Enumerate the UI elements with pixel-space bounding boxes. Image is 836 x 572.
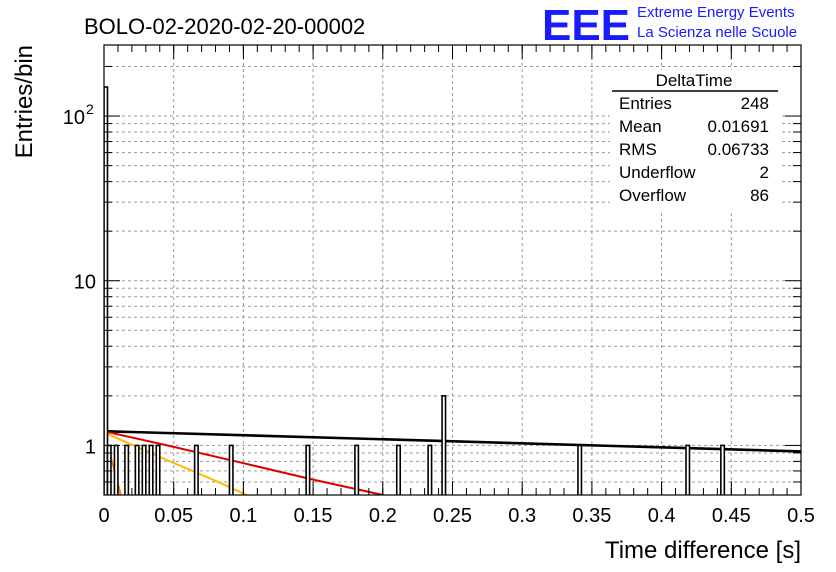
histogram-bar: [577, 444, 583, 495]
fit-curve: [104, 429, 801, 453]
histogram-bar: [134, 444, 140, 495]
histogram-bar: [113, 444, 119, 495]
histogram-bar: [141, 444, 147, 495]
x-tick-labels: 0 0.05 0.1 0.15 0.2 0.25 0.3 0.35 0.4 0.45 0.5: [98, 505, 814, 527]
chart-title: BOLO-02-2020-02-20-00002: [84, 14, 365, 39]
fit-curve: [104, 430, 388, 495]
stats-box-title: DeltaTime: [656, 71, 733, 90]
stats-box: DeltaTime Entries 248 Mean 0.01691 RMS 0.0673…: [610, 70, 782, 210]
x-tick-label: 0.4: [648, 505, 676, 527]
stats-rows: Entries 248 Mean 0.01691 RMS 0.06733 Underflow…: [619, 94, 769, 205]
histogram-bar: [148, 444, 154, 495]
fit-curve: [104, 431, 250, 495]
x-tick-label: 0.2: [369, 505, 397, 527]
histogram-bar: [228, 444, 234, 495]
histogram-bar: [155, 444, 161, 495]
logo-line2: La Scienza nelle Scuole: [637, 24, 797, 41]
stats-row-value: 248: [741, 94, 769, 113]
stats-row-label: Entries: [619, 94, 672, 113]
x-tick-label: 0.05: [154, 505, 193, 527]
histogram-bar: [305, 444, 311, 495]
y-tick-label: 10: [74, 272, 96, 294]
x-tick-label: 0.1: [229, 505, 257, 527]
histogram-bar: [354, 444, 360, 495]
stats-row-label: RMS: [619, 140, 657, 159]
y-axis-label: Entries/bin: [11, 45, 38, 158]
stats-row-label: Underflow: [619, 163, 696, 182]
logo-line1: Extreme Energy Events: [637, 4, 795, 21]
y-tick-label: 10: [63, 107, 85, 129]
logo-mark: EEE: [542, 1, 630, 50]
y-tick-label: 1: [85, 436, 96, 458]
histogram-bar: [395, 444, 402, 495]
histogram-bar: [720, 444, 726, 495]
x-tick-label: 0.15: [294, 505, 333, 527]
stats-row-value: 0.06733: [708, 140, 769, 159]
histogram-bar: [427, 444, 433, 495]
x-tick-label: 0.5: [787, 505, 815, 527]
x-tick-label: 0.35: [572, 505, 611, 527]
histogram-bar: [441, 395, 447, 495]
histogram-bar: [104, 86, 109, 495]
axis-ticks: [103, 45, 802, 496]
stats-row-value: 2: [760, 163, 769, 182]
stats-row-label: Overflow: [619, 186, 687, 205]
eee-logo: EEE Extreme Energy Events La Scienza nel…: [542, 1, 797, 50]
histogram-bar: [685, 444, 691, 495]
x-tick-label: 0.25: [433, 505, 472, 527]
stats-row-label: Mean: [619, 117, 662, 136]
x-axis-label: Time difference [s]: [605, 537, 801, 564]
histogram-bar: [193, 444, 199, 495]
stats-box-background: [610, 70, 782, 210]
x-tick-label: 0.3: [508, 505, 536, 527]
y-tick-exponent: 2: [86, 101, 94, 117]
histogram-bar: [124, 444, 130, 495]
x-tick-label: 0.45: [712, 505, 751, 527]
histogram-bars: [104, 86, 726, 495]
x-tick-label: 0: [98, 505, 109, 527]
stats-row-value: 0.01691: [708, 117, 769, 136]
stats-row-value: 86: [750, 186, 769, 205]
